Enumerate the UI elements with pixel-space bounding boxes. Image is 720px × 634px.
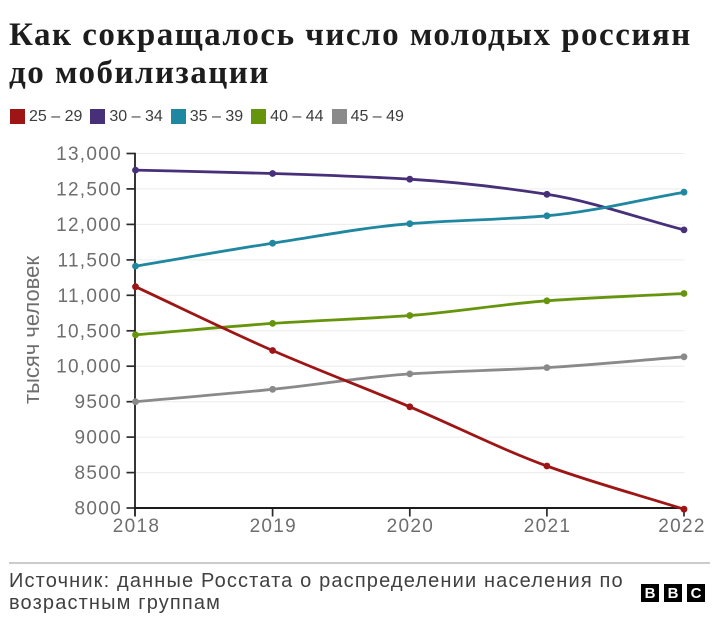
svg-text:12,500: 12,500 xyxy=(56,179,122,200)
svg-text:тысяч человек: тысяч человек xyxy=(19,256,44,404)
svg-text:2020: 2020 xyxy=(387,516,434,537)
svg-text:11,500: 11,500 xyxy=(57,250,122,271)
svg-text:8000: 8000 xyxy=(75,499,122,520)
svg-text:12,000: 12,000 xyxy=(56,215,122,236)
svg-text:10,500: 10,500 xyxy=(56,321,122,342)
svg-text:8500: 8500 xyxy=(75,463,122,484)
svg-text:9500: 9500 xyxy=(75,392,122,413)
svg-text:2018: 2018 xyxy=(113,516,160,537)
svg-text:11,000: 11,000 xyxy=(57,286,122,307)
svg-text:13,000: 13,000 xyxy=(56,144,122,165)
svg-text:2019: 2019 xyxy=(250,516,297,537)
svg-text:10,000: 10,000 xyxy=(56,357,122,378)
svg-text:9000: 9000 xyxy=(75,428,122,449)
svg-text:2022: 2022 xyxy=(658,516,705,537)
svg-text:2021: 2021 xyxy=(524,516,571,537)
